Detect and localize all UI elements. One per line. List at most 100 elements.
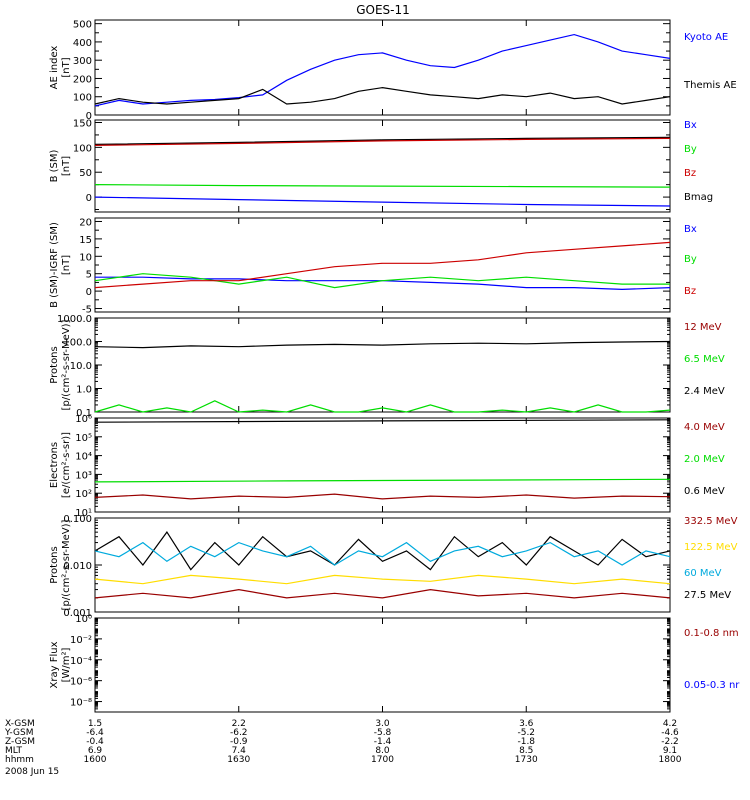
series-bx xyxy=(95,276,671,291)
x-tick-label: -2.2 xyxy=(661,737,679,747)
legend-entry: By xyxy=(684,144,697,155)
y-tick-label: 10⁻² xyxy=(70,635,92,646)
legend-entry: Kyoto AE xyxy=(684,32,728,43)
date-label: 2008 Jun 15 xyxy=(5,767,59,777)
y-tick-label: 0.010 xyxy=(63,561,92,572)
series-27-5-mev xyxy=(94,531,671,571)
series-332-5-mev xyxy=(94,588,671,599)
x-axis-footer: X-GSM 1.5 2.2 3.0 3.6 4.2 Y-GSM -6.4 -6.2 -5.8 -5.… xyxy=(4,719,682,777)
y-tick-label: 10⁴ xyxy=(75,452,92,463)
y-tick-label: 5 xyxy=(86,270,92,281)
x-tick-label: 1730 xyxy=(515,755,538,765)
legend-entry: 27.5 MeV xyxy=(684,590,731,601)
y-tick-label: 1000.0 xyxy=(57,314,92,325)
panel-3: B (SM)-IGRF (SM) [nT] -5 0 5 10 15 20 Bx By Bz xyxy=(49,217,697,315)
x-tick-label: 3.0 xyxy=(375,719,390,729)
series-kyoto-ae xyxy=(94,33,671,107)
y-axis-unit: [p/(cm²-s-sr-MeV)] xyxy=(61,319,72,410)
x-row-label: X-GSM xyxy=(5,719,35,729)
series-bx xyxy=(94,196,671,207)
y-tick-label: 10⁻⁴ xyxy=(70,656,92,667)
legend-entry: Bx xyxy=(684,120,697,131)
x-tick-label: 7.4 xyxy=(232,746,247,756)
y-axis-unit: [nT] xyxy=(61,255,72,275)
panel-7: Xray Flux [W/m²] 10⁻⁸ 10⁻⁶ 10⁻⁴ 10⁻² 10⁰ 0.1-0.… xyxy=(49,614,740,713)
panel-2: B (SM) [nT] 0 50 100 150 Bx By Bz Bmag xyxy=(49,118,713,213)
y-tick-label: 100 xyxy=(73,93,92,104)
y-tick-label: 200 xyxy=(73,74,92,85)
x-row-label: MLT xyxy=(5,746,23,756)
x-tick-label: -0.4 xyxy=(86,737,104,747)
legend-entry: 122.5 MeV xyxy=(684,542,738,553)
legend-entry: 0.6 MeV xyxy=(684,486,725,497)
y-tick-label: 0.001 xyxy=(63,608,92,619)
y-tick-label: 10⁰ xyxy=(75,614,92,625)
y-tick-label: 10¹ xyxy=(75,508,92,519)
panel-1: AE index [nT] 0 100 200 300 400 500 Kyoto AE Them… xyxy=(49,19,737,122)
x-tick-label: -1.8 xyxy=(517,737,535,747)
y-tick-label: 400 xyxy=(73,38,92,49)
panel-4: Protons [p/(cm²-s-sr-MeV)] 0.1 1.0 10.0 100.0… xyxy=(49,314,725,419)
x-tick-label: -5.2 xyxy=(517,728,535,738)
series-bz xyxy=(94,241,671,289)
y-tick-label: 0.1 xyxy=(76,408,92,419)
legend-entry: 60 MeV xyxy=(684,568,722,579)
x-tick-label: -1.4 xyxy=(374,737,392,747)
y-tick-label: 15 xyxy=(79,235,92,246)
x-tick-label: 1800 xyxy=(659,755,682,765)
y-tick-label: 10⁵ xyxy=(75,433,92,444)
series-themis-ae xyxy=(94,86,671,105)
y-axis-label: B (SM)-IGRF (SM) xyxy=(49,222,60,308)
y-tick-label: 500 xyxy=(73,20,92,31)
panel-5: Electrons [e/(cm²-s-sr)]10¹ 10² 10³ 10⁴ 10⁵ 10… xyxy=(49,414,725,519)
legend-entry: Bx xyxy=(684,224,697,235)
x-tick-label: 4.2 xyxy=(663,719,677,729)
legend-entry: 332.5 MeV xyxy=(684,516,738,527)
series-by xyxy=(94,184,671,188)
x-tick-label: 8.0 xyxy=(375,746,390,756)
y-tick-label: 0 xyxy=(86,193,92,204)
y-axis-unit: [p/(cm²-s-sr-MeV)] xyxy=(61,519,72,610)
series-by xyxy=(94,273,670,289)
y-axis-unit: [nT] xyxy=(61,57,72,77)
y-tick-label: -5 xyxy=(82,305,92,316)
y-tick-label: 10² xyxy=(75,489,92,500)
series-2-0-mev xyxy=(94,478,671,483)
panel-frame xyxy=(94,617,671,713)
panel-frame xyxy=(94,217,671,313)
y-axis-label: AE index xyxy=(49,46,60,90)
y-axis-label: Protons xyxy=(49,346,60,383)
x-tick-label: 1630 xyxy=(227,755,250,765)
x-row-label: Y-GSM xyxy=(4,728,33,738)
y-axis-label: Electrons xyxy=(49,442,60,488)
y-axis-label: B (SM) xyxy=(49,149,60,182)
y-tick-label: 0 xyxy=(86,287,92,298)
y-tick-label: 50 xyxy=(79,168,92,179)
y-tick-label: 10.0 xyxy=(70,361,92,372)
y-tick-label: 150 xyxy=(73,118,92,129)
series-4-0-mev xyxy=(94,493,671,500)
y-tick-label: 10⁶ xyxy=(75,414,92,425)
x-tick-label: 1600 xyxy=(84,755,107,765)
x-tick-label: 8.5 xyxy=(519,746,533,756)
x-tick-label: -0.9 xyxy=(230,737,248,747)
y-tick-label: 10⁻⁸ xyxy=(70,698,92,709)
x-tick-label: 3.6 xyxy=(519,719,534,729)
series-bmag xyxy=(94,136,671,145)
y-tick-label: 10³ xyxy=(75,470,92,481)
series-122-5-mev xyxy=(94,574,671,585)
legend-entry: 6.5 MeV xyxy=(684,354,725,365)
legend-entry: 4.0 MeV xyxy=(684,422,725,433)
x-tick-label: 6.9 xyxy=(88,746,103,756)
legend-entry: By xyxy=(684,254,697,265)
x-tick-label: 1700 xyxy=(371,755,394,765)
y-tick-label: 0 xyxy=(86,111,92,122)
y-tick-label: 10⁻⁶ xyxy=(70,677,92,688)
series-60-mev xyxy=(94,541,671,566)
y-tick-label: 100.0 xyxy=(63,338,92,349)
x-tick-label: -6.4 xyxy=(86,728,104,738)
y-tick-label: 0.100 xyxy=(63,514,92,525)
x-tick-label: 1.5 xyxy=(88,719,102,729)
y-tick-label: 1.0 xyxy=(76,385,92,396)
